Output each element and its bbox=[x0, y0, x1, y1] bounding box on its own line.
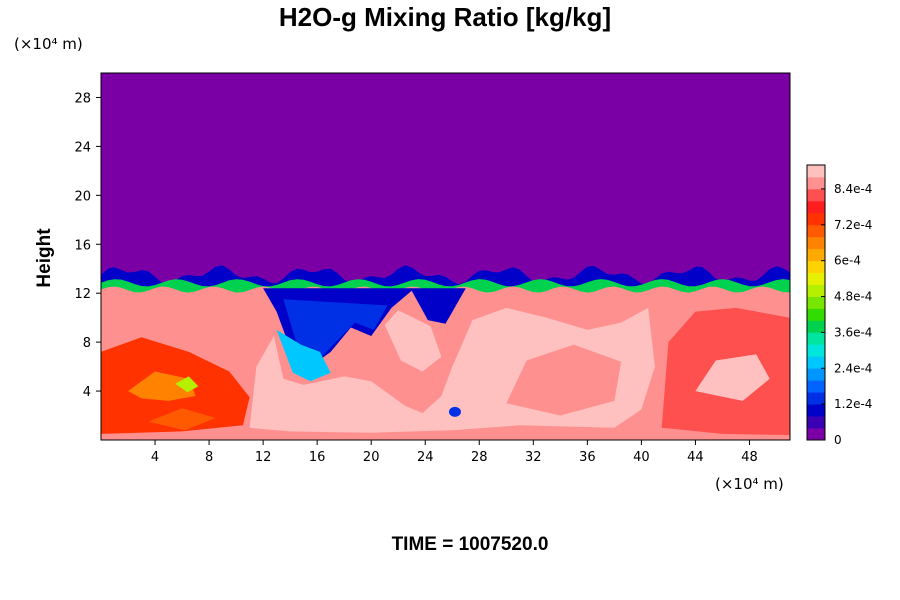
colorbar-segment bbox=[807, 176, 825, 190]
colorbar-segment bbox=[807, 248, 825, 262]
x-tick-label: 36 bbox=[579, 450, 596, 465]
y-tick-label: 12 bbox=[74, 287, 91, 302]
chart-title: H2O-g Mixing Ratio [kg/kg] bbox=[279, 2, 611, 32]
time-label: TIME = 1007520.0 bbox=[392, 534, 549, 555]
colorbar-segment bbox=[807, 320, 825, 333]
colorbar-segment bbox=[807, 236, 825, 250]
y-tick-label: 20 bbox=[74, 189, 91, 204]
colorbar-segment bbox=[807, 416, 825, 429]
colorbar-segment bbox=[807, 356, 825, 369]
colorbar-tick-label: 8.4e-4 bbox=[834, 182, 872, 196]
y-tick-label: 8 bbox=[83, 336, 91, 351]
y-axis-label: Height bbox=[34, 228, 55, 288]
x-tick-label: 8 bbox=[205, 450, 213, 465]
colorbar-tick-label: 3.6e-4 bbox=[834, 325, 872, 339]
saturated-patch bbox=[384, 310, 442, 372]
y-tick-label: 16 bbox=[74, 238, 91, 253]
colorbar-tick-label: 1.2e-4 bbox=[834, 397, 872, 411]
colorbar-segment bbox=[807, 368, 825, 381]
dry-intrusion-core bbox=[283, 299, 388, 362]
pink-swirl-middle bbox=[506, 344, 622, 416]
x-tick-label: 44 bbox=[687, 450, 704, 465]
colorbar-segment bbox=[807, 308, 825, 321]
y-tick-label: 28 bbox=[74, 91, 91, 106]
colorbar-segment bbox=[807, 428, 825, 441]
colorbar-segment bbox=[807, 188, 825, 202]
colorbar-segment bbox=[807, 392, 825, 405]
y-tick-label: 4 bbox=[83, 385, 91, 400]
colorbar-segment bbox=[807, 224, 825, 238]
heatmap-field bbox=[101, 73, 790, 440]
colorbar-segment bbox=[807, 380, 825, 393]
colorbar: 0 1.2e-4 2.4e-4 3.6e-4 4.8e-4 6e-4 7.2e-4 8.4e-… bbox=[806, 164, 872, 447]
colorbar-tick-label: 4.8e-4 bbox=[834, 290, 872, 304]
dry-blob bbox=[448, 406, 461, 417]
x-axis-unit-label: (×10⁴ m) bbox=[715, 475, 784, 493]
pink-swirl-right bbox=[695, 354, 770, 401]
colorbar-segment bbox=[807, 200, 825, 214]
colorbar-segment bbox=[807, 212, 825, 226]
y-tick-label: 24 bbox=[74, 140, 91, 155]
colorbar-frame bbox=[806, 164, 826, 441]
colorbar-segment bbox=[807, 332, 825, 345]
x-axis-ticks: 4 8 12 16 20 24 28 32 36 40 44 48 bbox=[151, 440, 758, 465]
colorbar-tick-label: 6e-4 bbox=[834, 254, 861, 268]
y-axis-ticks: 4 8 12 16 20 24 28 bbox=[74, 91, 101, 400]
y-axis-unit-label: (×10⁴ m) bbox=[14, 35, 83, 53]
colorbar-segment bbox=[807, 296, 825, 309]
colorbar-tick-label: 0 bbox=[834, 433, 842, 447]
x-tick-label: 40 bbox=[633, 450, 650, 465]
colorbar-segment bbox=[807, 165, 825, 178]
colorbar-segment bbox=[807, 260, 825, 274]
cyan-patch bbox=[276, 329, 331, 382]
x-tick-label: 32 bbox=[525, 450, 542, 465]
x-tick-label: 24 bbox=[417, 450, 434, 465]
x-tick-label: 48 bbox=[741, 450, 758, 465]
x-tick-label: 28 bbox=[471, 450, 488, 465]
colorbar-segment bbox=[807, 272, 825, 285]
colorbar-segment bbox=[807, 344, 825, 357]
yellow-patch-2 bbox=[148, 408, 216, 431]
x-tick-label: 16 bbox=[309, 450, 326, 465]
x-tick-label: 20 bbox=[363, 450, 380, 465]
x-tick-label: 12 bbox=[255, 450, 272, 465]
colorbar-tick-label: 2.4e-4 bbox=[834, 361, 872, 375]
colorbar-segment bbox=[807, 284, 825, 297]
colorbar-tick-label: 7.2e-4 bbox=[834, 218, 872, 232]
x-tick-label: 4 bbox=[151, 450, 159, 465]
plot-frame bbox=[100, 72, 791, 441]
yellow-patch bbox=[128, 371, 196, 401]
green-patch bbox=[175, 376, 199, 393]
colorbar-segment bbox=[807, 404, 825, 417]
